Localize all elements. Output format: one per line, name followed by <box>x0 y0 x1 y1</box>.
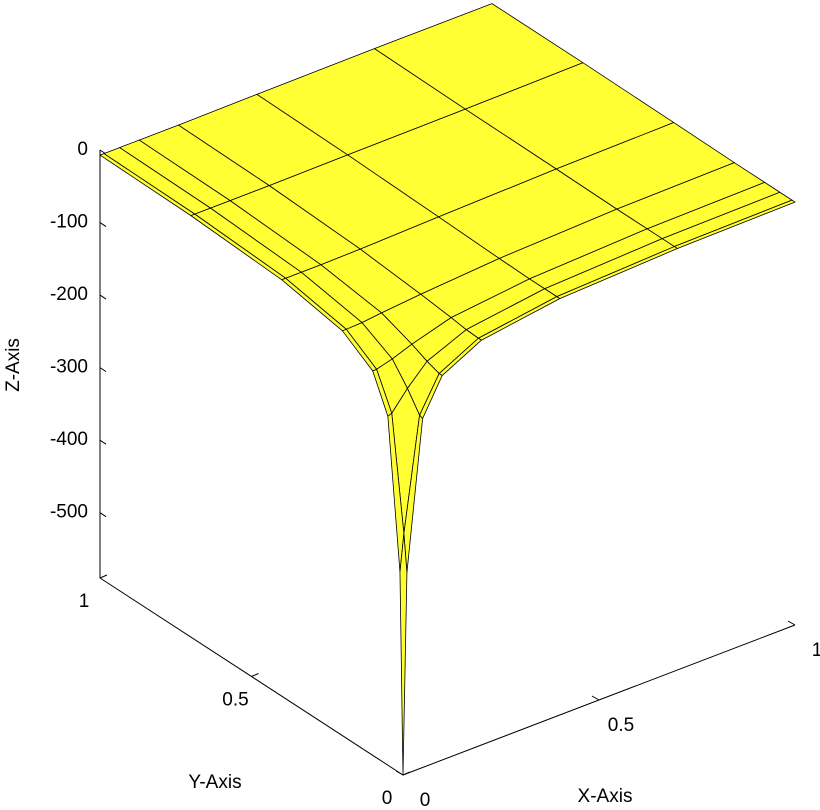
z-tick <box>99 367 107 373</box>
y-axis-title: Y-Axis <box>188 772 241 793</box>
x-axis-title: X-Axis <box>578 786 633 807</box>
x-tick-label: 0 <box>420 790 431 810</box>
x-tick <box>591 695 600 701</box>
z-tick-label: -100 <box>50 212 88 233</box>
z-tick-label: 0 <box>77 139 88 160</box>
y-tick-label: 0.5 <box>222 690 248 711</box>
z-tick-label: -500 <box>50 502 88 523</box>
z-tick <box>99 222 107 227</box>
z-tick-label: -300 <box>50 357 88 378</box>
y-tick-label: 1 <box>79 591 90 612</box>
x-tick-label: 0.5 <box>608 715 634 736</box>
y-tick-label: 0 <box>382 788 393 809</box>
z-tick <box>99 512 107 518</box>
surface-patch <box>399 533 408 776</box>
z-tick <box>99 294 107 300</box>
y-tick <box>402 771 411 776</box>
x-tick-label: 1 <box>812 640 820 661</box>
z-axis-title: Z-Axis <box>3 338 24 392</box>
x-tick <box>787 620 796 626</box>
z-tick <box>99 439 107 445</box>
z-tick-label: -200 <box>50 284 88 305</box>
x-tick <box>395 770 404 776</box>
z-tick-label: -400 <box>50 429 88 450</box>
y-tick <box>99 574 108 579</box>
y-tick <box>251 673 259 677</box>
